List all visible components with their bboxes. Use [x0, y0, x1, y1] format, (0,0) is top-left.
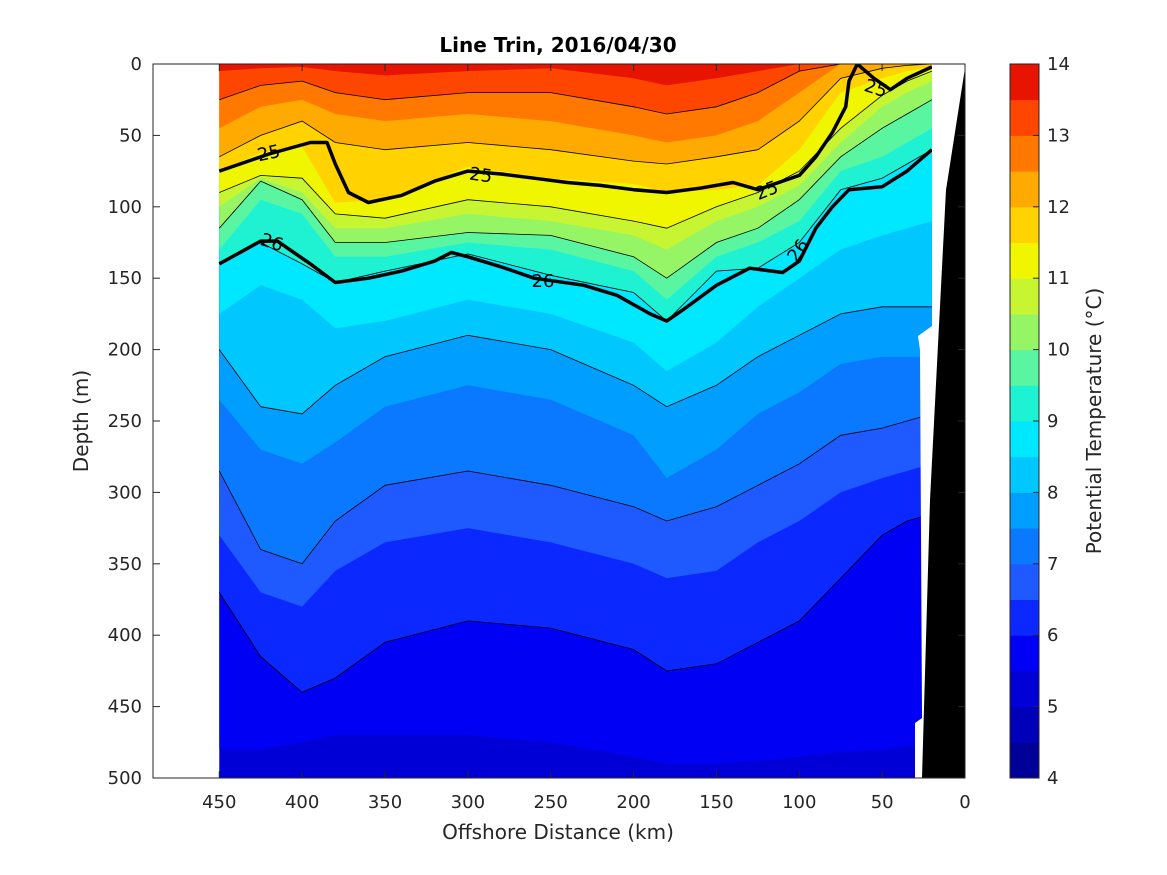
contour-label-26-mid: 26 [532, 271, 555, 292]
density-contour-26 [218, 148, 934, 323]
colorbar-segment [1010, 528, 1039, 565]
y-tick-label: 50 [119, 125, 142, 146]
y-axis-label: Depth (m) [69, 370, 93, 472]
colorbar-tick-label: 4 [1047, 768, 1058, 789]
colorbar-tick-label: 6 [1047, 625, 1058, 646]
chart-title: Line Trin, 2016/04/30 [439, 33, 676, 57]
y-tick-label: 0 [131, 54, 142, 75]
colorbar-segment [1010, 563, 1039, 600]
temperature-fills [219, 64, 965, 778]
y-tick-label: 150 [108, 268, 142, 289]
colorbar-tick-label: 5 [1047, 697, 1058, 718]
colorbar-segment [1010, 64, 1039, 101]
y-tick-label: 500 [108, 768, 142, 789]
density-contours [218, 64, 934, 323]
isotherm-line-12 [219, 64, 932, 165]
colorbar-segment [1010, 635, 1039, 672]
colorbar-label: Potential Temperature (°C) [1082, 288, 1106, 555]
x-tick-label: 300 [451, 792, 485, 813]
colorbar-fill [1010, 64, 1039, 779]
colorbar-segment [1010, 599, 1039, 636]
temperature-isolines [218, 64, 933, 693]
colorbar-segment [1010, 206, 1039, 243]
colorbar-tick-label: 8 [1047, 482, 1058, 503]
colorbar-tick-label: 13 [1047, 125, 1070, 146]
y-tick-label: 400 [108, 625, 142, 646]
isotherm-line-8 [218, 306, 932, 415]
contour-label-25-mid: 25 [468, 164, 494, 188]
colorbar-tick-label: 10 [1047, 340, 1070, 361]
density-contour-25 [218, 64, 933, 205]
x-axis-label: Offshore Distance (km) [442, 820, 674, 844]
colorbar-segment [1010, 171, 1039, 208]
y-tick-label: 450 [108, 697, 142, 718]
colorbar-segment [1010, 421, 1039, 458]
x-tick-label: 250 [534, 792, 568, 813]
colorbar-tick-label: 14 [1047, 54, 1070, 75]
isotherm-line-11 [219, 70, 933, 229]
y-tick-label: 300 [108, 482, 142, 503]
x-tick-label: 150 [699, 792, 733, 813]
colorbar-segment [1010, 492, 1039, 529]
colorbar-segment [1010, 135, 1039, 172]
y-axis: 0 50 100 150 200 250 300 350 400 450 500 [108, 54, 965, 789]
x-tick-label: 400 [285, 792, 319, 813]
colorbar-ticks: 4 5 6 7 8 9 10 11 12 13 14 [1033, 54, 1070, 789]
isotherm-line-13 [219, 64, 932, 115]
isotherm-line-6 [218, 513, 933, 693]
y-tick-label: 350 [108, 554, 142, 575]
colorbar-tick-label: 9 [1047, 411, 1058, 432]
x-tick-label: 0 [959, 792, 970, 813]
colorbar: 4 5 6 7 8 9 10 11 12 13 14 Potential Temperature (… [1009, 54, 1106, 789]
plot-area: 25 25 25 25 26 26 26 [152, 63, 966, 779]
x-tick-label: 450 [202, 792, 236, 813]
contour-label-25-west: 25 [255, 141, 282, 166]
colorbar-segment [1010, 99, 1039, 136]
isotherm-line-7 [218, 413, 933, 565]
x-tick-label: 50 [871, 792, 894, 813]
colorbar-segment [1010, 742, 1039, 779]
colorbar-segment [1010, 385, 1039, 422]
colorbar-segment [1010, 706, 1039, 743]
colorbar-segment [1010, 242, 1039, 279]
colorbar-segment [1010, 670, 1039, 708]
y-tick-label: 250 [108, 411, 142, 432]
x-tick-label: 200 [616, 792, 650, 813]
y-tick-label: 100 [108, 197, 142, 218]
isotherm-line-10 [218, 99, 933, 279]
x-tick-label: 350 [368, 792, 402, 813]
x-axis: 450 400 350 300 250 200 150 100 50 0 [202, 64, 971, 813]
temperature-band-13 [219, 64, 965, 114]
isotherm-line-9 [219, 149, 933, 322]
colorbar-tick-label: 11 [1047, 268, 1070, 289]
colorbar-segment [1010, 313, 1039, 351]
colorbar-segment [1010, 278, 1039, 315]
land-mask [922, 68, 965, 778]
colorbar-tick-label: 12 [1047, 197, 1070, 218]
temperature-band-13-5 [219, 64, 965, 86]
colorbar-segment [1010, 349, 1039, 386]
colorbar-tick-label: 7 [1047, 554, 1058, 575]
y-tick-label: 200 [108, 340, 142, 361]
colorbar-segment [1010, 456, 1039, 493]
x-tick-label: 100 [782, 792, 816, 813]
